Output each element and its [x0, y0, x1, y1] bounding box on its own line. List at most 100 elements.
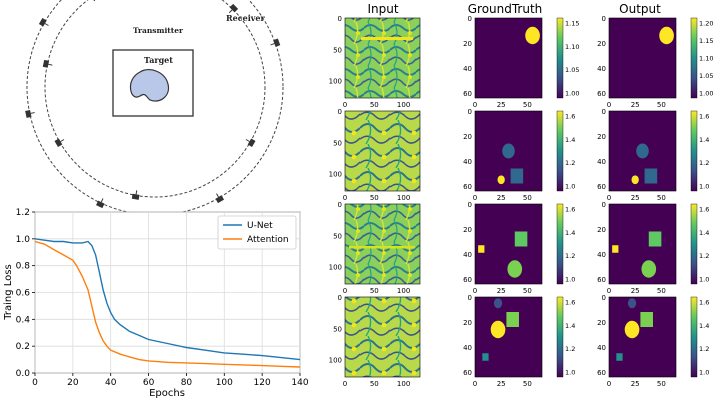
groundtruth-blob — [525, 26, 540, 45]
input-y-tick-label: 100 — [329, 78, 342, 86]
output-colorbar — [690, 203, 698, 285]
output-square — [644, 168, 658, 184]
groundtruth-colorbar — [556, 110, 564, 192]
groundtruth-colorbar-tick-label: 1.2 — [565, 159, 575, 167]
antenna-icon — [270, 38, 281, 47]
antenna-panel — [229, 3, 239, 13]
output-colorbar-tick-label: 1.4 — [699, 229, 709, 237]
y-tick-label: 1.2 — [16, 208, 30, 218]
groundtruth-x-tick-label: 25 — [497, 287, 506, 295]
groundtruth-square — [482, 353, 489, 361]
output-y-tick-label: 40 — [597, 251, 606, 259]
groundtruth-x-tick-label: 50 — [523, 380, 532, 388]
input-x-tick-label: 50 — [370, 380, 379, 388]
groundtruth-colorbar-tick-label: 1.2 — [565, 345, 575, 353]
antenna-icon — [96, 198, 105, 209]
groundtruth-square — [478, 245, 485, 253]
inner-ring — [44, 0, 266, 198]
output-colorbar-tick-label: 1.15 — [699, 37, 713, 45]
output-colorbar-tick-label: 1.0 — [699, 369, 709, 377]
result-row: 0 50 100 0 50 100 0 25 50 0 20 40 60 1.6 1.4 1.2 1.0 0 25 5… — [329, 108, 710, 202]
output-y-tick-label: 20 — [597, 133, 606, 141]
input-x-tick-label: 50 — [370, 287, 379, 295]
groundtruth-colorbar-tick-label: 1.10 — [565, 43, 579, 51]
groundtruth-colorbar-tick-label: 1.6 — [565, 113, 575, 121]
groundtruth-colorbar — [556, 203, 564, 285]
groundtruth-colorbar-tick-label: 1.00 — [565, 90, 579, 98]
antenna-mast — [30, 112, 35, 114]
antenna-icon — [54, 138, 65, 148]
input-map — [344, 296, 421, 378]
groundtruth-y-tick-label: 60 — [463, 276, 472, 284]
legend-entry-unet: U-Net — [247, 221, 273, 231]
column-title-output: Output — [619, 2, 661, 16]
output-y-tick-label: 0 — [602, 108, 606, 116]
antenna-panel — [96, 200, 105, 209]
antenna-icon — [38, 17, 49, 27]
y-tick-label: 0.6 — [16, 289, 31, 299]
result-row: 0 50 100 0 50 100 0 25 50 0 20 40 60 1.6 1.4 1.2 1.0 0 25 5… — [329, 294, 710, 388]
output-colorbar-tick-label: 1.6 — [699, 299, 709, 307]
receiver-label: Receiver — [226, 13, 265, 23]
groundtruth-y-tick-label: 20 — [463, 40, 472, 48]
output-y-tick-label: 20 — [597, 226, 606, 234]
antenna-mast — [44, 23, 49, 26]
output-colorbar-tick-label: 1.4 — [699, 136, 709, 144]
y-tick-label: 1.0 — [16, 235, 31, 245]
output-square — [612, 245, 619, 253]
target-shape — [129, 69, 170, 102]
x-tick-label: 80 — [181, 378, 193, 388]
groundtruth-y-tick-label: 20 — [463, 319, 472, 327]
x-tick-label: 40 — [105, 378, 117, 388]
x-tick-label: 20 — [67, 378, 79, 388]
loss-chart: 0 20 40 60 80 100 120 1400.00.20.40.60.81.01.2 … — [3, 208, 309, 399]
groundtruth-x-tick-label: 0 — [473, 380, 477, 388]
antenna-panel — [247, 138, 256, 148]
groundtruth-y-tick-label: 60 — [463, 90, 472, 98]
output-x-tick-label: 0 — [607, 194, 611, 202]
input-x-tick-label: 50 — [370, 194, 379, 202]
output-blob — [627, 298, 637, 309]
antenna-panel — [131, 193, 140, 200]
output-colorbar — [690, 17, 698, 99]
output-x-tick-label: 50 — [657, 380, 666, 388]
output-x-tick-label: 25 — [631, 380, 640, 388]
groundtruth-y-tick-label: 60 — [463, 183, 472, 191]
output-colorbar — [690, 110, 698, 192]
x-tick-label: 100 — [216, 378, 233, 388]
output-x-tick-label: 0 — [607, 287, 611, 295]
groundtruth-square — [506, 312, 519, 327]
input-y-tick-label: 100 — [329, 357, 342, 365]
input-x-tick-label: 100 — [397, 194, 410, 202]
input-y-tick-label: 0 — [338, 108, 342, 116]
y-tick-label: 0.2 — [16, 342, 30, 352]
groundtruth-colorbar — [556, 17, 564, 99]
output-colorbar-tick-label: 1.10 — [699, 55, 713, 63]
input-y-tick-label: 0 — [338, 15, 342, 23]
x-tick-label: 60 — [143, 378, 155, 388]
groundtruth-colorbar-tick-label: 1.4 — [565, 136, 575, 144]
input-highlight — [349, 246, 415, 249]
output-colorbar-tick-label: 1.4 — [699, 322, 709, 330]
groundtruth-blob — [490, 320, 506, 339]
output-square — [616, 353, 623, 361]
input-y-tick-label: 50 — [333, 232, 342, 240]
output-y-tick-label: 60 — [597, 183, 606, 191]
antenna-panel — [215, 195, 225, 204]
y-axis-label: Traing Loss — [3, 264, 14, 320]
groundtruth-colorbar-tick-label: 1.6 — [565, 206, 575, 214]
transmitter-label: Transmitter — [133, 26, 184, 35]
column-title-input: Input — [367, 2, 398, 16]
groundtruth-y-tick-label: 0 — [468, 201, 472, 209]
output-blob — [636, 143, 649, 159]
antenna-icon — [92, 0, 96, 2]
antenna-icon — [215, 193, 225, 204]
output-colorbar-tick-label: 1.05 — [699, 72, 713, 80]
groundtruth-x-tick-label: 50 — [523, 194, 532, 202]
output-colorbar-tick-label: 1.6 — [699, 206, 709, 214]
y-tick-label: 0.4 — [16, 315, 31, 325]
output-y-tick-label: 0 — [602, 15, 606, 23]
groundtruth-y-tick-label: 40 — [463, 251, 472, 259]
result-grid: Input GroundTruth Output 0 50 100 0 50 100 0 25… — [329, 2, 714, 388]
target-label: Target — [144, 55, 173, 65]
